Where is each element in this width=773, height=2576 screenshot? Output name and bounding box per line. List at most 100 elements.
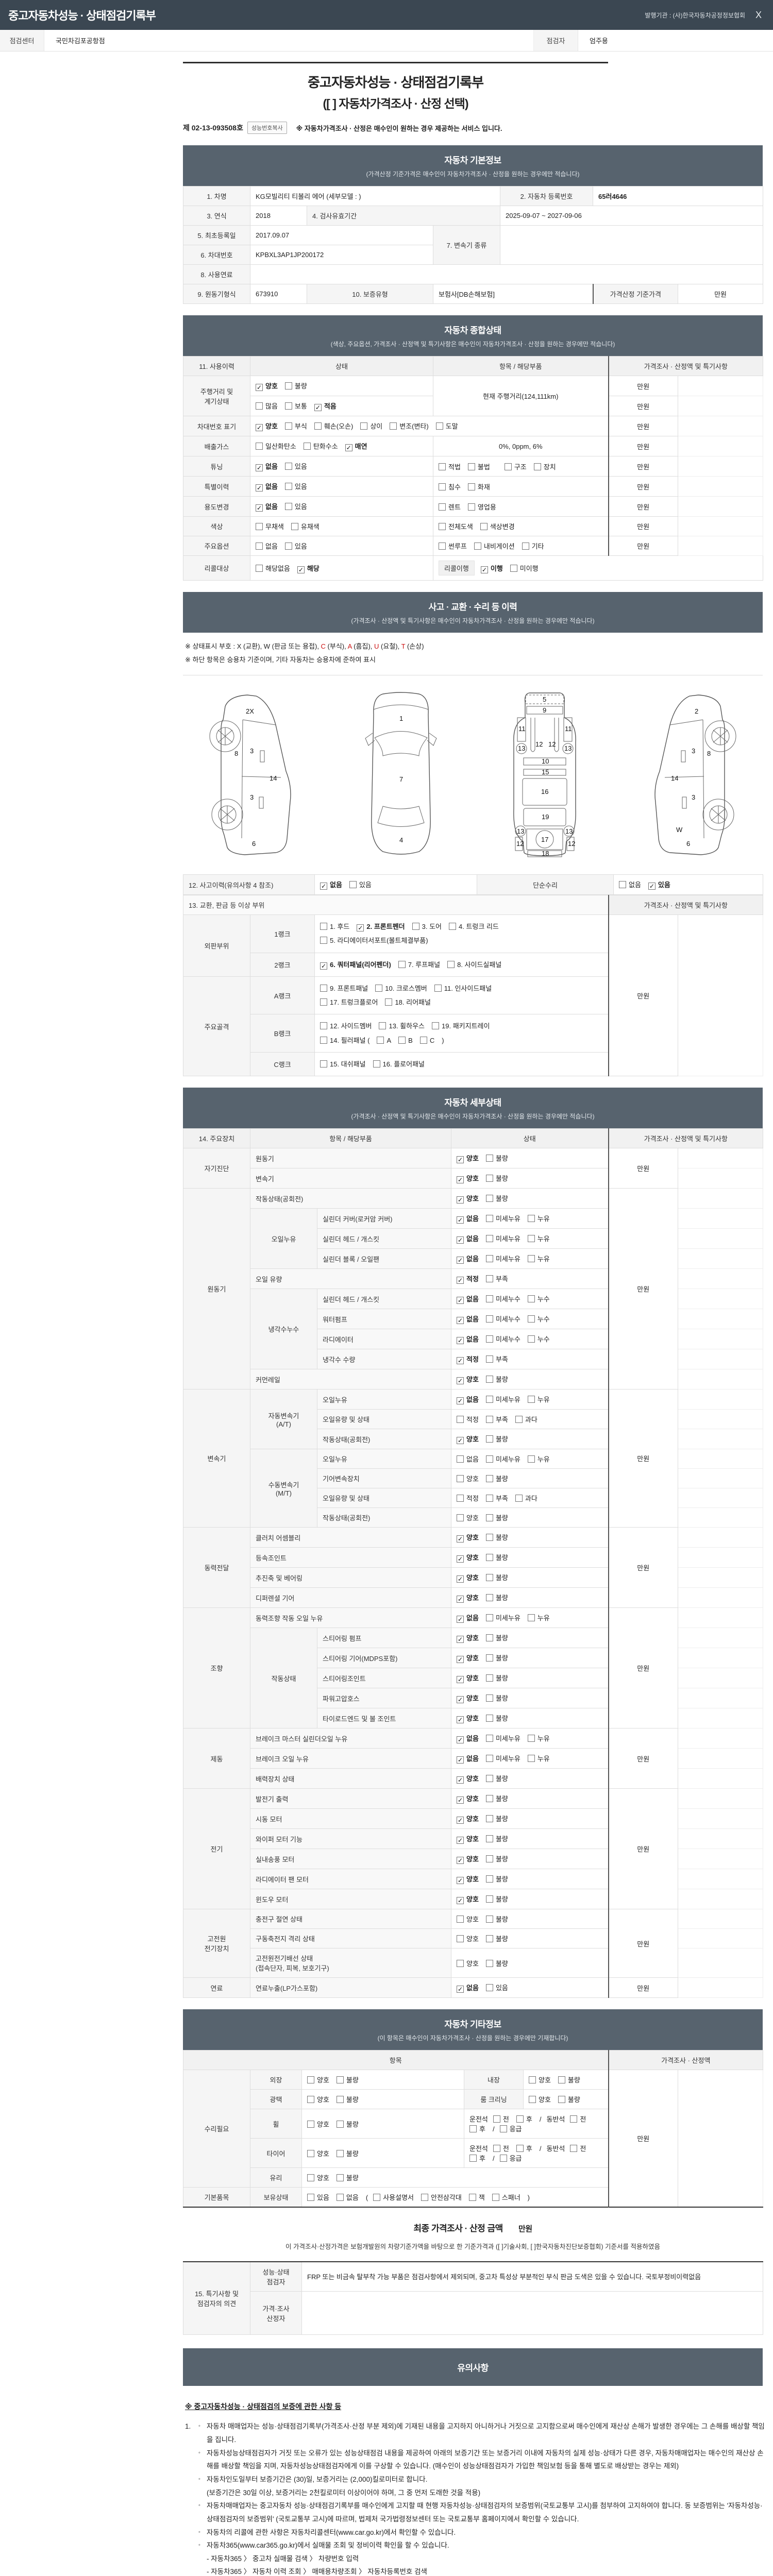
checkbox[interactable]: ✓ (457, 1317, 464, 1325)
price-cell[interactable]: 만원 (608, 2070, 679, 2208)
checkbox[interactable] (485, 1235, 493, 1243)
checkbox[interactable] (435, 422, 443, 430)
checkbox[interactable] (522, 543, 529, 550)
remark-input-cell[interactable] (678, 1849, 764, 1870)
checkbox[interactable] (439, 463, 446, 470)
remark-input-cell[interactable] (678, 1628, 764, 1649)
remark-input-cell[interactable] (677, 914, 764, 1077)
price-cell[interactable]: 만원 (608, 416, 678, 436)
checkbox[interactable]: ✓ (457, 1437, 464, 1445)
checkbox[interactable] (320, 1036, 327, 1044)
price-cell[interactable]: 만원 (608, 1389, 679, 1528)
checkbox[interactable]: ✓ (314, 404, 322, 411)
checkbox[interactable] (284, 503, 292, 510)
remark-input-cell[interactable] (677, 396, 764, 416)
checkbox[interactable] (485, 1475, 493, 1483)
checkbox[interactable] (307, 2076, 314, 2084)
checkbox[interactable] (449, 923, 457, 930)
price-cell[interactable]: 만원 (608, 1148, 679, 1189)
checkbox[interactable]: ✓ (320, 962, 327, 970)
price-cell[interactable]: 만원 (608, 1788, 679, 1910)
checkbox[interactable] (485, 1514, 493, 1522)
remark-input-cell[interactable] (678, 1948, 764, 1978)
remark-input-cell[interactable] (678, 1488, 764, 1509)
checkbox[interactable] (492, 2194, 499, 2201)
checkbox[interactable]: ✓ (357, 924, 364, 931)
checkbox[interactable] (336, 2149, 344, 2157)
checkbox[interactable] (485, 1195, 493, 1202)
checkbox[interactable]: ✓ (457, 1257, 464, 1264)
checkbox[interactable]: ✓ (457, 1616, 464, 1623)
checkbox[interactable] (419, 1036, 427, 1044)
close-icon[interactable]: X (755, 9, 762, 20)
checkbox[interactable] (379, 1022, 386, 1030)
checkbox[interactable]: ✓ (457, 1636, 464, 1643)
checkbox[interactable]: ✓ (345, 444, 352, 451)
checkbox[interactable] (375, 984, 383, 992)
remark-input-cell[interactable] (678, 1468, 764, 1489)
checkbox[interactable] (485, 1775, 493, 1783)
checkbox[interactable] (480, 523, 488, 530)
checkbox[interactable] (485, 1959, 493, 1967)
remark-input-cell[interactable] (678, 1567, 764, 1588)
remark-input-cell[interactable] (677, 516, 764, 536)
checkbox[interactable] (527, 1315, 535, 1323)
checkbox[interactable] (336, 2120, 344, 2128)
remark-input-cell[interactable] (677, 376, 764, 396)
checkbox[interactable] (485, 1455, 493, 1463)
checkbox[interactable] (467, 503, 475, 511)
checkbox[interactable] (469, 2155, 477, 2162)
checkbox[interactable]: ✓ (457, 1716, 464, 1724)
checkbox[interactable] (527, 1295, 535, 1303)
checkbox[interactable]: ✓ (457, 1156, 464, 1164)
checkbox[interactable] (307, 2120, 314, 2128)
checkbox[interactable] (421, 2194, 428, 2201)
remark-input-cell[interactable] (677, 416, 764, 436)
checkbox[interactable]: ✓ (256, 464, 263, 471)
checkbox[interactable] (515, 1495, 523, 1502)
checkbox[interactable] (485, 1534, 493, 1541)
appraiser-comment[interactable] (301, 2291, 763, 2335)
checkbox[interactable] (457, 1455, 464, 1463)
checkbox[interactable] (516, 2115, 524, 2123)
checkbox[interactable]: ✓ (457, 1196, 464, 1204)
checkbox[interactable]: ✓ (457, 1555, 464, 1563)
price-cell[interactable]: 만원 (608, 516, 678, 536)
checkbox[interactable] (533, 463, 541, 470)
remark-input-cell[interactable] (678, 1527, 764, 1548)
price-cell[interactable]: 만원 (608, 496, 678, 517)
checkbox[interactable] (307, 2096, 314, 2104)
remark-input-cell[interactable] (678, 1728, 764, 1749)
remark-input-cell[interactable] (678, 1429, 764, 1450)
checkbox[interactable] (439, 543, 446, 550)
checkbox[interactable] (485, 1574, 493, 1582)
checkbox[interactable] (485, 1875, 493, 1883)
remark-input-cell[interactable] (678, 1228, 764, 1249)
checkbox[interactable] (457, 1935, 464, 1943)
price-cell[interactable]: 만원 (608, 1188, 679, 1390)
checkbox[interactable] (504, 463, 512, 470)
checkbox[interactable] (320, 923, 327, 930)
checkbox[interactable] (493, 2145, 500, 2153)
checkbox[interactable]: ✓ (457, 1397, 464, 1405)
price-cell[interactable]: 만원 (608, 456, 678, 477)
checkbox[interactable] (527, 1755, 535, 1762)
checkbox[interactable] (485, 1335, 493, 1343)
remark-input-cell[interactable] (678, 1607, 764, 1629)
checkbox[interactable] (256, 402, 263, 410)
checkbox[interactable] (527, 1396, 535, 1403)
checkbox[interactable] (493, 2115, 500, 2123)
price-cell[interactable]: 만원 (608, 536, 678, 556)
checkbox[interactable] (485, 1654, 493, 1662)
checkbox[interactable] (320, 984, 327, 992)
checkbox[interactable] (256, 543, 263, 550)
checkbox[interactable] (307, 2194, 314, 2201)
checkbox[interactable]: ✓ (457, 1337, 464, 1345)
checkbox[interactable] (457, 1959, 464, 1967)
checkbox[interactable] (256, 523, 263, 530)
checkbox[interactable] (570, 2115, 578, 2123)
remark-input-cell[interactable] (678, 1688, 764, 1709)
copy-number-button[interactable]: 성능번호복사 (247, 122, 287, 134)
checkbox[interactable]: ✓ (457, 1736, 464, 1744)
remark-input-cell[interactable] (678, 1409, 764, 1430)
